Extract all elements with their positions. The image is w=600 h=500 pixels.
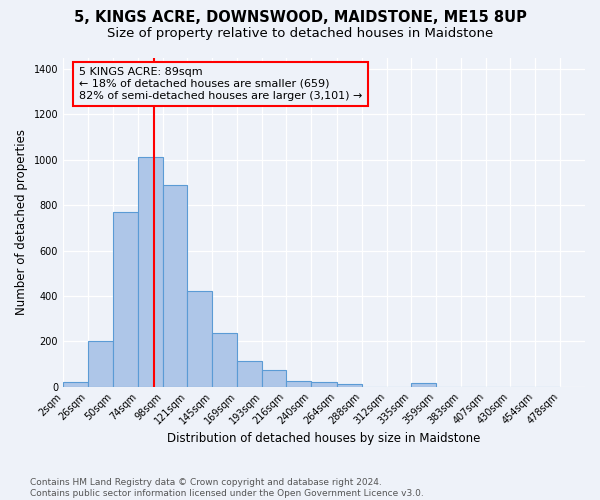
Text: Contains HM Land Registry data © Crown copyright and database right 2024.
Contai: Contains HM Land Registry data © Crown c… <box>30 478 424 498</box>
Bar <box>88 342 113 387</box>
Text: 5, KINGS ACRE, DOWNSWOOD, MAIDSTONE, ME15 8UP: 5, KINGS ACRE, DOWNSWOOD, MAIDSTONE, ME1… <box>74 10 526 25</box>
Bar <box>337 384 362 387</box>
X-axis label: Distribution of detached houses by size in Maidstone: Distribution of detached houses by size … <box>167 432 481 445</box>
Bar <box>187 292 212 387</box>
Bar <box>311 382 337 387</box>
Bar <box>410 384 436 387</box>
Text: Size of property relative to detached houses in Maidstone: Size of property relative to detached ho… <box>107 28 493 40</box>
Bar <box>163 184 187 387</box>
Bar <box>238 360 262 387</box>
Bar <box>286 381 311 387</box>
Bar <box>262 370 286 387</box>
Bar <box>113 212 138 387</box>
Bar <box>212 334 238 387</box>
Y-axis label: Number of detached properties: Number of detached properties <box>15 129 28 315</box>
Bar <box>138 158 163 387</box>
Text: 5 KINGS ACRE: 89sqm
← 18% of detached houses are smaller (659)
82% of semi-detac: 5 KINGS ACRE: 89sqm ← 18% of detached ho… <box>79 68 362 100</box>
Bar <box>63 382 88 387</box>
